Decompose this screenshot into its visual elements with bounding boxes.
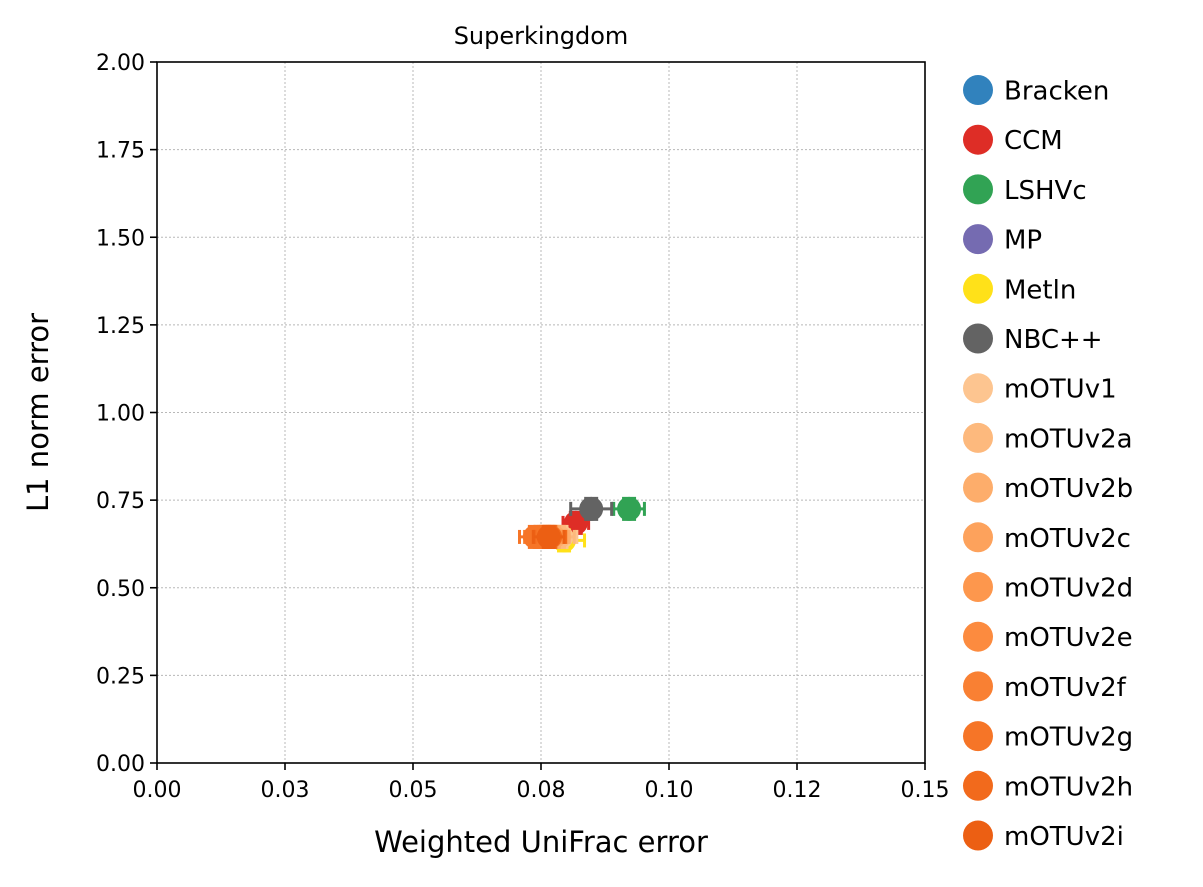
legend: Bracken CCM LSHVc MP Metln NBC++ mOTUv1 mOTUv2a…	[963, 75, 1133, 852]
y-tick-label: 0.00	[96, 752, 145, 777]
legend-label: LSHVc	[1004, 176, 1087, 206]
legend-marker	[963, 75, 993, 105]
x-axis-label: Weighted UniFrac error	[374, 825, 708, 859]
y-tick-label: 1.25	[96, 314, 145, 339]
legend-label: NBC++	[1004, 325, 1103, 355]
legend-marker	[963, 522, 993, 553]
legend-entry: CCM	[963, 124, 1063, 156]
y-tick-label: 2.00	[96, 51, 145, 76]
y-tick-label: 1.50	[96, 226, 145, 251]
y-tick-label: 0.50	[96, 577, 145, 602]
x-tick-label: 0.00	[133, 778, 182, 803]
legend-label: mOTUv2b	[1004, 474, 1133, 504]
legend-label: mOTUv2h	[1004, 772, 1133, 802]
y-tick-label: 0.25	[96, 664, 145, 689]
legend-entry: mOTUv2e	[963, 621, 1133, 653]
data-point-group	[612, 496, 646, 521]
legend-marker	[963, 323, 993, 354]
legend-entry: Bracken	[963, 75, 1109, 107]
legend-label: mOTUv2f	[1004, 673, 1127, 703]
legend-entry: LSHVc	[963, 174, 1087, 206]
legend-marker	[963, 621, 993, 652]
data-point	[617, 496, 642, 521]
legend-entry: mOTUv2f	[963, 671, 1127, 703]
legend-entry: mOTUv2a	[963, 422, 1133, 454]
legend-marker	[963, 174, 993, 205]
legend-entry: mOTUv2b	[963, 472, 1133, 504]
x-tick-label: 0.05	[389, 778, 438, 803]
legend-marker	[963, 373, 993, 404]
plot-marks	[517, 496, 646, 553]
data-point-group	[569, 496, 614, 521]
legend-marker	[963, 572, 993, 602]
legend-entry: mOTUv2g	[963, 721, 1133, 753]
legend-marker	[963, 770, 993, 801]
data-point	[579, 496, 604, 521]
legend-marker	[963, 671, 993, 702]
legend-entry: mOTUv2h	[963, 770, 1133, 802]
legend-marker	[963, 820, 993, 851]
legend-entry: mOTUv2d	[963, 572, 1133, 604]
legend-label: mOTUv2e	[1004, 623, 1133, 653]
x-tick-label: 0.03	[261, 778, 310, 803]
legend-entry: mOTUv2c	[963, 522, 1131, 554]
legend-label: mOTUv1	[1004, 375, 1117, 405]
y-tick-label: 1.75	[96, 139, 145, 164]
chart-title: Superkingdom	[454, 22, 629, 50]
legend-marker	[963, 472, 993, 503]
legend-entry: Metln	[963, 273, 1076, 305]
grid	[156, 61, 926, 764]
legend-label: mOTUv2c	[1004, 524, 1131, 554]
legend-label: Bracken	[1004, 77, 1109, 107]
y-axis-label: L1 norm error	[21, 313, 55, 512]
legend-marker	[963, 273, 993, 304]
legend-label: CCM	[1004, 126, 1063, 156]
legend-marker	[963, 224, 993, 255]
data-point-group	[531, 524, 566, 549]
data-point	[536, 524, 561, 549]
legend-marker	[963, 422, 993, 453]
legend-label: MP	[1004, 226, 1042, 256]
legend-entry: MP	[963, 224, 1042, 256]
legend-marker	[963, 721, 993, 752]
legend-entry: mOTUv2i	[963, 820, 1124, 852]
x-tick-label: 0.10	[645, 778, 694, 803]
legend-label: mOTUv2i	[1004, 822, 1124, 852]
y-tick-label: 1.00	[96, 402, 145, 427]
x-tick-label: 0.15	[901, 778, 950, 803]
x-tick-label: 0.08	[517, 778, 566, 803]
legend-label: mOTUv2g	[1004, 723, 1133, 753]
legend-entry: mOTUv1	[963, 373, 1117, 405]
legend-entry: NBC++	[963, 323, 1103, 355]
legend-label: Metln	[1004, 275, 1076, 305]
legend-label: mOTUv2a	[1004, 424, 1133, 454]
x-tick-label: 0.12	[773, 778, 822, 803]
legend-marker	[963, 124, 993, 155]
legend-label: mOTUv2d	[1004, 574, 1133, 604]
axis-ticks: 0.00 0.03 0.05 0.08 0.10 0.12 0.15 0.00 0.25 0.50…	[96, 51, 949, 803]
y-tick-label: 0.75	[96, 489, 145, 514]
